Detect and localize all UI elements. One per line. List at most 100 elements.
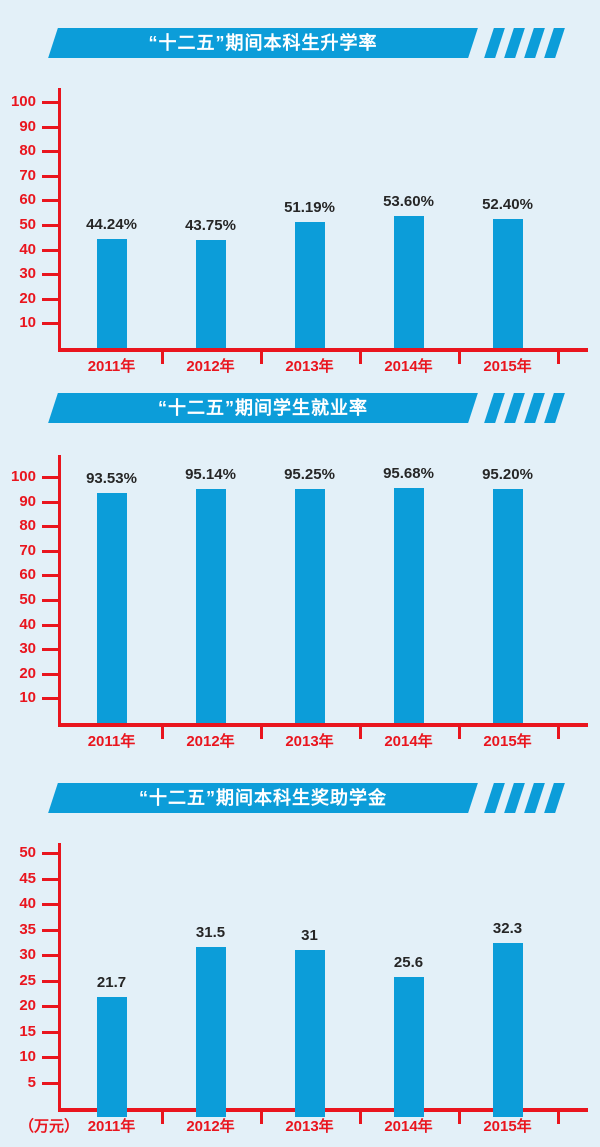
y-tick-label: 10 <box>19 314 36 332</box>
y-tick <box>42 697 58 701</box>
x-category-label: 2013年 <box>285 733 334 750</box>
y-tick <box>42 574 58 578</box>
slash-stripe <box>504 393 525 423</box>
bar-value-label: 53.60% <box>383 193 434 211</box>
y-tick-label: 60 <box>19 191 36 209</box>
x-category-label: 2013年 <box>285 1118 334 1135</box>
y-tick-label: 90 <box>19 492 36 510</box>
x-category-label: 2011年 <box>87 733 136 750</box>
y-tick-label: 20 <box>19 289 36 307</box>
x-category-label: 2015年 <box>483 358 532 375</box>
x-category-label: 2015年 <box>483 1118 532 1135</box>
x-tick <box>161 351 164 364</box>
bar-value-label: 95.14% <box>185 465 236 483</box>
y-axis-line <box>58 455 61 727</box>
y-tick <box>42 1081 58 1085</box>
bar-value-label: 52.40% <box>482 196 533 214</box>
y-tick-label: 100 <box>10 468 36 485</box>
scholarship-bar-chart: 5 10 15 20 25 30 35 40 45 50 21.7 2011年 31.5 2012年 31 2… <box>0 843 600 1147</box>
employment-rate-banner: “十二五”期间学生就业率 <box>0 393 600 423</box>
bar-value-label: 95.20% <box>482 465 533 483</box>
y-tick-label: 10 <box>19 689 36 707</box>
slash-stripe <box>524 28 545 58</box>
y-tick <box>42 623 58 627</box>
x-category-label: 2013年 <box>285 358 334 375</box>
y-tick <box>42 174 58 178</box>
slash-stripe <box>484 783 505 813</box>
bar-value-label: 44.24% <box>86 216 137 234</box>
y-tick-label: 80 <box>19 517 36 535</box>
bar <box>195 488 226 723</box>
advancement-rate-banner: “十二五”期间本科生升学率 <box>0 28 600 58</box>
bar <box>393 487 424 723</box>
chart-title: “十二五”期间本科生升学率 <box>148 33 378 53</box>
y-tick-label: 70 <box>19 541 36 559</box>
bar <box>393 977 424 1117</box>
x-tick <box>260 1111 263 1124</box>
bar-value-label: 25.6 <box>393 954 424 972</box>
x-axis-line <box>58 723 588 727</box>
x-tick <box>161 1111 164 1124</box>
x-axis-line <box>58 348 588 352</box>
bar-value-label: 93.53% <box>86 469 137 487</box>
y-tick <box>42 1056 58 1059</box>
advancement-rate-bar-chart: 10 20 30 40 50 60 70 80 90 100 44.24% 2011年 43.75% 20… <box>0 88 600 390</box>
slash-stripe <box>484 28 505 58</box>
x-tick <box>557 1111 560 1124</box>
x-category-label: 2014年 <box>384 358 433 375</box>
bar <box>492 943 523 1117</box>
bar <box>96 492 127 723</box>
y-tick-label: 10 <box>19 1048 36 1065</box>
bar <box>195 947 226 1117</box>
y-tick <box>42 322 58 326</box>
y-tick-label: 20 <box>19 664 36 682</box>
y-tick-label: 80 <box>19 142 36 160</box>
y-tick-label: 30 <box>19 946 36 963</box>
chart-title: “十二五”期间学生就业率 <box>158 398 368 418</box>
slash-stripe <box>544 28 565 58</box>
y-tick-label: 70 <box>19 166 36 184</box>
x-tick <box>557 351 560 364</box>
x-category-label: 2012年 <box>186 358 235 375</box>
slash-stripe <box>544 393 565 423</box>
y-tick-label: 100 <box>10 93 36 110</box>
y-tick <box>42 525 58 529</box>
x-tick <box>260 351 263 364</box>
slash-stripe <box>524 783 545 813</box>
y-tick-label: 50 <box>19 844 36 861</box>
bar-value-label: 95.25% <box>284 465 335 483</box>
scholarship-banner: “十二五”期间本科生奖助学金 <box>0 783 600 813</box>
bar-value-label: 32.3 <box>492 920 523 938</box>
slash-stripe <box>504 28 525 58</box>
bar-value-label: 95.68% <box>383 464 434 482</box>
bar <box>393 216 424 348</box>
bar <box>195 240 226 348</box>
x-tick <box>458 1111 461 1124</box>
y-tick-label: 50 <box>19 591 36 608</box>
y-axis-line <box>58 843 61 1112</box>
y-tick-label: 40 <box>19 895 36 912</box>
y-tick <box>42 224 58 227</box>
y-axis-line <box>58 88 61 352</box>
y-tick <box>42 150 58 154</box>
x-category-label: 2011年 <box>87 358 136 375</box>
y-tick-label: 20 <box>19 997 36 1014</box>
x-tick <box>458 726 461 739</box>
y-tick <box>42 125 58 129</box>
bar-value-label: 51.19% <box>284 199 335 217</box>
y-tick <box>42 928 58 932</box>
bar <box>294 222 325 348</box>
x-category-label: 2012年 <box>186 1118 235 1135</box>
y-tick <box>42 877 58 881</box>
y-tick <box>42 648 58 652</box>
slash-stripe <box>504 783 525 813</box>
y-tick <box>42 954 58 957</box>
y-tick-label: 45 <box>19 869 36 887</box>
y-tick <box>42 199 58 203</box>
y-tick <box>42 297 58 301</box>
x-tick <box>359 1111 362 1124</box>
chart-title: “十二五”期间本科生奖助学金 <box>139 788 387 808</box>
bar-value-label: 43.75% <box>185 217 236 235</box>
bar <box>492 488 523 723</box>
